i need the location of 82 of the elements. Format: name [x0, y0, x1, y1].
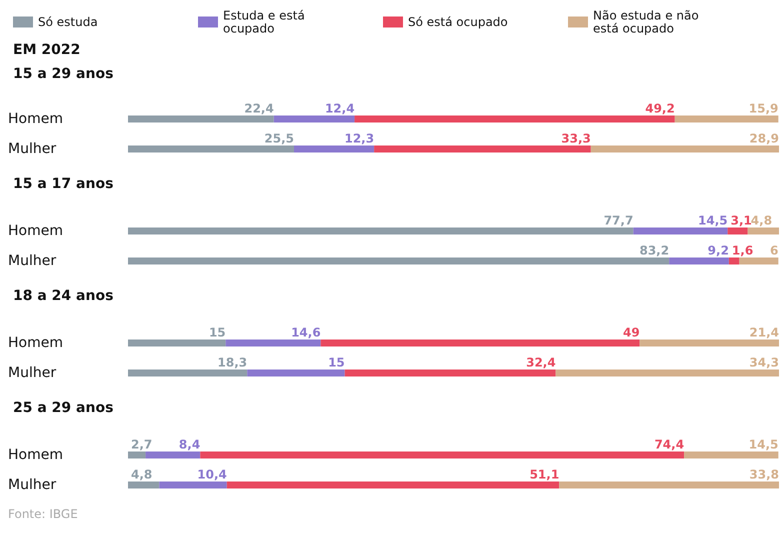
legend-label: Estuda e está ocupado — [223, 8, 309, 36]
data-label: 4,8 — [131, 468, 152, 482]
data-label: 25,5 — [264, 132, 294, 146]
y-tick-label: Homem — [8, 335, 63, 351]
legend-label: Não estuda e não está ocupado — [593, 8, 703, 36]
chart-title: 25 a 29 anos — [13, 400, 114, 416]
data-label: 74,4 — [654, 438, 684, 452]
source-note: Fonte: IBGE — [8, 507, 78, 521]
data-label: 15 — [208, 326, 226, 340]
bar — [128, 482, 160, 488]
bar — [590, 146, 779, 152]
bar — [559, 482, 779, 488]
bar — [274, 116, 355, 122]
bar — [128, 258, 670, 264]
y-tick-label: Mulher — [8, 477, 56, 493]
data-label: 49,2 — [645, 102, 675, 116]
data-label: 14,5 — [698, 214, 728, 228]
bar — [128, 146, 294, 152]
data-label: 83,2 — [639, 244, 670, 258]
data-label: 12,3 — [344, 132, 374, 146]
data-label: 8,4 — [178, 438, 200, 452]
bar — [226, 340, 321, 346]
bar — [669, 258, 729, 264]
y-tick-label: Mulher — [8, 141, 56, 157]
y-tick-label: Homem — [8, 111, 63, 127]
data-label: 32,4 — [526, 356, 556, 370]
bar — [344, 370, 556, 376]
data-label: 1,6 — [732, 244, 754, 258]
y-tick-label: Mulher — [8, 365, 56, 381]
data-label: 51,1 — [530, 468, 560, 482]
data-label: 14,5 — [748, 438, 778, 452]
bar — [556, 370, 779, 376]
bar — [633, 228, 728, 234]
data-label: 10,4 — [197, 468, 227, 482]
bar — [354, 116, 675, 122]
bar — [159, 482, 227, 488]
bar — [146, 452, 200, 458]
bar — [728, 228, 748, 234]
data-label: 34,3 — [749, 356, 779, 370]
bar — [128, 116, 274, 122]
data-label: 21,4 — [749, 326, 779, 340]
data-label: 9,2 — [708, 244, 729, 258]
bar — [640, 340, 779, 346]
bar — [128, 452, 146, 458]
bar — [739, 258, 778, 264]
data-label: 6 — [770, 244, 778, 258]
data-label: 33,3 — [561, 132, 591, 146]
bar — [128, 370, 248, 376]
data-label: 77,7 — [604, 214, 634, 228]
data-label: 33,8 — [749, 468, 779, 482]
bar — [374, 146, 591, 152]
data-label: 14,6 — [291, 326, 321, 340]
chart-subtitle: 15 a 29 anos — [13, 66, 114, 82]
chart-title: 15 a 17 anos — [13, 176, 114, 192]
data-label: 2,7 — [131, 438, 152, 452]
bar — [200, 452, 684, 458]
bar — [128, 228, 634, 234]
bar — [247, 370, 345, 376]
data-label: 22,4 — [244, 102, 274, 116]
y-tick-label: Homem — [8, 223, 63, 239]
bar — [674, 116, 778, 122]
data-label: 15 — [328, 356, 345, 370]
legend-label: Só estuda — [38, 15, 98, 29]
data-label: 49 — [622, 326, 640, 340]
data-label: 28,9 — [749, 132, 779, 146]
data-label: 3,1 — [730, 214, 752, 228]
y-tick-label: Mulher — [8, 253, 56, 269]
data-label: 15,9 — [748, 102, 778, 116]
chart-title: EM 2022 — [13, 42, 80, 58]
bar — [294, 146, 374, 152]
legend-label: Só está ocupado — [408, 15, 508, 29]
bar — [748, 228, 779, 234]
bar — [728, 258, 740, 264]
data-label: 18,3 — [218, 356, 248, 370]
chart-title: 18 a 24 anos — [13, 288, 114, 304]
data-label: 12,4 — [324, 102, 355, 116]
bar — [320, 340, 640, 346]
bar — [226, 482, 560, 488]
bar — [128, 340, 226, 346]
y-tick-label: Homem — [8, 447, 63, 463]
data-label: 4,8 — [750, 214, 772, 228]
bar — [684, 452, 778, 458]
